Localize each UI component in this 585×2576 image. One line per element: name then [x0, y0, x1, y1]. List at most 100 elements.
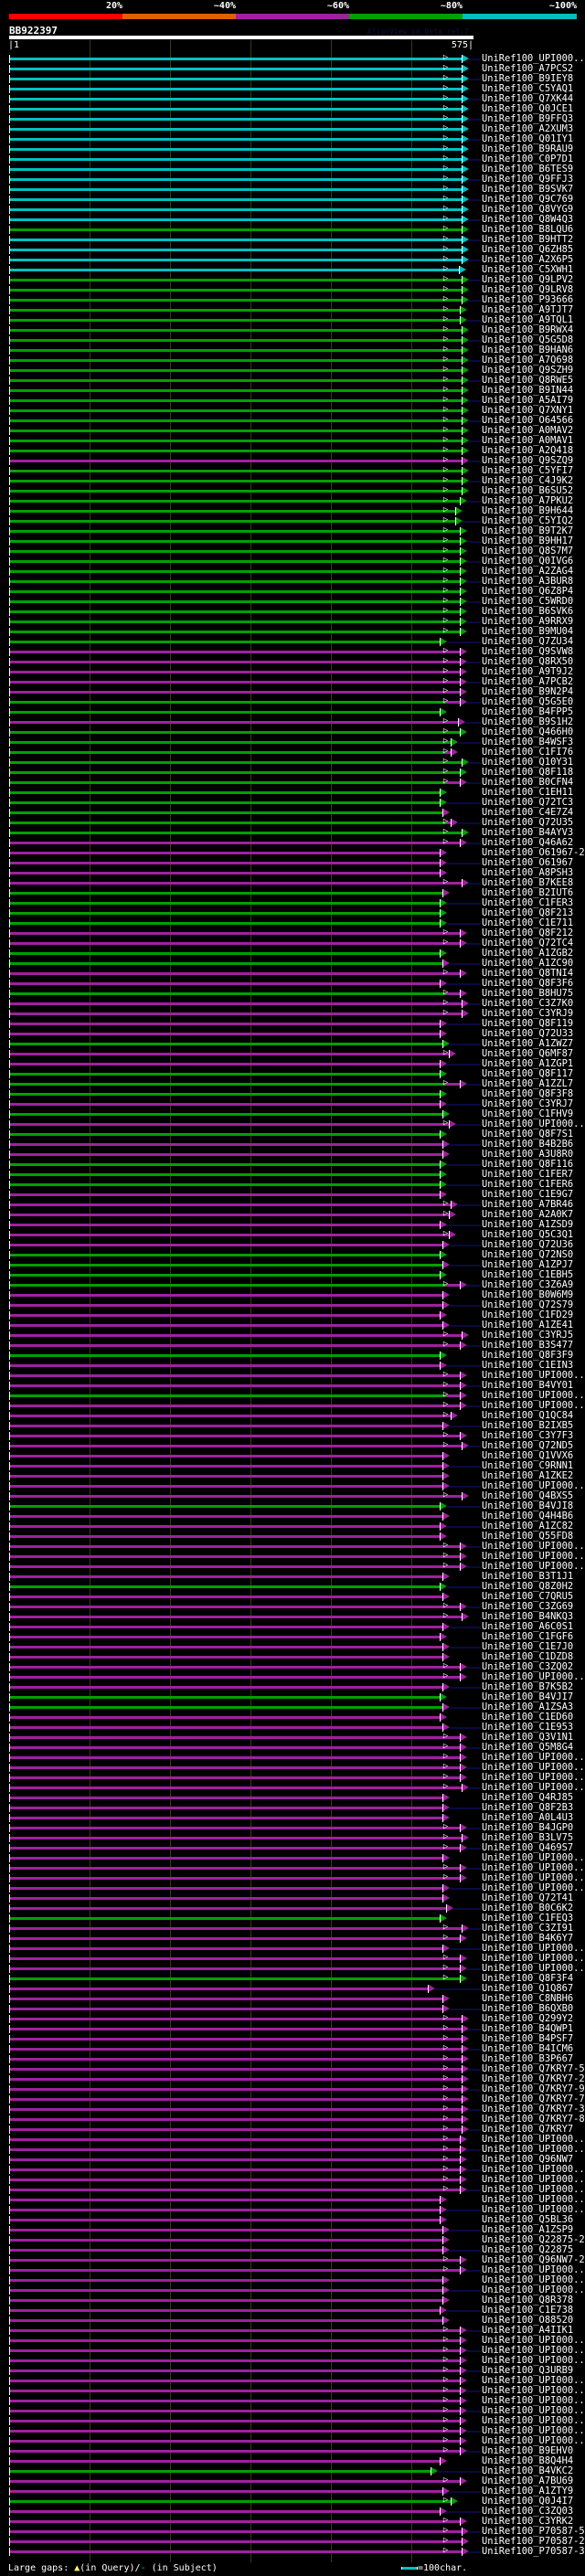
- hit-label-link[interactable]: UniRef100_B9SVK7: [482, 184, 574, 195]
- hit-label-link[interactable]: UniRef100_B8Q4H4: [482, 2455, 574, 2466]
- hit-row[interactable]: ▷ UniRef100_C3ZG69: [0, 1601, 585, 1613]
- hit-row[interactable]: UniRef100_C1E738: [0, 2305, 585, 2316]
- hit-label-link[interactable]: UniRef100_Q8F212: [482, 928, 574, 938]
- hit-label-link[interactable]: UniRef100_B8HU75: [482, 988, 574, 999]
- hit-row[interactable]: ▷ UniRef100_B3S477: [0, 1340, 585, 1352]
- hit-row[interactable]: ▷ UniRef100_Q8F3F4: [0, 1973, 585, 1985]
- hit-label-link[interactable]: UniRef100_Q7XK44: [482, 93, 574, 104]
- hit-row[interactable]: UniRef100_A1ZPJ7: [0, 1259, 585, 1271]
- hit-label-link[interactable]: UniRef100_UPI000..: [482, 2345, 585, 2356]
- hit-label-link[interactable]: UniRef100_A1ZWZ7: [482, 1038, 574, 1049]
- hit-row[interactable]: ▷ UniRef100_A5AI79: [0, 395, 585, 407]
- hit-row[interactable]: UniRef100_Q22875-2: [0, 2234, 585, 2246]
- hit-row[interactable]: ▷ UniRef100_A2ZAG4: [0, 566, 585, 578]
- hit-row[interactable]: ▷ UniRef100_UPI000..: [0, 2335, 585, 2347]
- hit-label-link[interactable]: UniRef100_UPI000..: [482, 1400, 585, 1411]
- hit-label-link[interactable]: UniRef100_B0CFN4: [482, 777, 574, 788]
- hit-row[interactable]: ▷ UniRef100_Q7XK44: [0, 93, 585, 105]
- hit-row[interactable]: UniRef100_Q8F2B3: [0, 1802, 585, 1814]
- hit-row[interactable]: ▷ UniRef100_B9IN44: [0, 385, 585, 397]
- hit-label-link[interactable]: UniRef100_UPI000..: [482, 1782, 585, 1793]
- hit-row[interactable]: ▷ UniRef100_UPI000..: [0, 1390, 585, 1402]
- hit-label-link[interactable]: UniRef100_B6SVK6: [482, 606, 574, 617]
- hit-row[interactable]: UniRef100_C7QRU5: [0, 1591, 585, 1603]
- hit-label-link[interactable]: UniRef100_B7KEE8: [482, 877, 574, 888]
- hit-row[interactable]: UniRef100_Q4RJ85: [0, 1792, 585, 1804]
- hit-row[interactable]: UniRef100_UPI000..: [0, 2274, 585, 2286]
- hit-row[interactable]: ▷ UniRef100_B9S1H2: [0, 716, 585, 728]
- hit-row[interactable]: ▷ UniRef100_Q5G5D8: [0, 334, 585, 346]
- hit-label-link[interactable]: UniRef100_C1DZD8: [482, 1651, 574, 1662]
- hit-label-link[interactable]: UniRef100_B4WSF3: [482, 737, 574, 747]
- hit-row[interactable]: UniRef100_C1FGF6: [0, 1631, 585, 1643]
- hit-row[interactable]: ▷ UniRef100_Q96NW7: [0, 2154, 585, 2166]
- hit-row[interactable]: ▷ UniRef100_B6TES9: [0, 164, 585, 175]
- hit-row[interactable]: ▷ UniRef100_C0P7D1: [0, 154, 585, 165]
- hit-row[interactable]: UniRef100_Q4H4B6: [0, 1511, 585, 1522]
- hit-label-link[interactable]: UniRef100_UPI000..: [482, 1541, 585, 1552]
- hit-label-link[interactable]: UniRef100_UPI000..: [482, 53, 585, 64]
- hit-label-link[interactable]: UniRef100_Q6Z8P4: [482, 586, 574, 597]
- hit-label-link[interactable]: UniRef100_C8NBH6: [482, 1993, 574, 2004]
- hit-row[interactable]: ▷ UniRef100_UPI000..: [0, 2174, 585, 2186]
- hit-row[interactable]: ▷ UniRef100_Q8F118: [0, 767, 585, 779]
- hit-label-link[interactable]: UniRef100_C3Z6A9: [482, 1279, 574, 1290]
- hit-label-link[interactable]: UniRef100_Q5G5E0: [482, 696, 574, 707]
- hit-label-link[interactable]: UniRef100_B6QXB0: [482, 2003, 574, 2014]
- hit-row[interactable]: ▷ UniRef100_Q0IVG6: [0, 556, 585, 567]
- hit-row[interactable]: UniRef100_A1ZSP9: [0, 2224, 585, 2236]
- hit-row[interactable]: UniRef100_A1ZKE2: [0, 1470, 585, 1482]
- hit-label-link[interactable]: UniRef100_UPI000..: [482, 2385, 585, 2396]
- hit-row[interactable]: ▷ UniRef100_Q96NW7-2: [0, 2254, 585, 2266]
- hit-row[interactable]: UniRef100_UPI000..: [0, 1480, 585, 1492]
- hit-label-link[interactable]: UniRef100_Q8R378: [482, 2295, 574, 2306]
- hit-label-link[interactable]: UniRef100_UPI000..: [482, 1671, 585, 1682]
- hit-label-link[interactable]: UniRef100_UPI000..: [482, 2144, 585, 2155]
- hit-row[interactable]: ▷ UniRef100_Q46A62: [0, 837, 585, 849]
- hit-label-link[interactable]: UniRef100_UPI000..: [482, 1953, 585, 1964]
- hit-label-link[interactable]: UniRef100_A2XUM3: [482, 123, 574, 134]
- hit-label-link[interactable]: UniRef100_Q72NS0: [482, 1249, 574, 1260]
- hit-row[interactable]: ▷ UniRef100_UPI000..: [0, 2184, 585, 2196]
- hit-label-link[interactable]: UniRef100_B4K6Y7: [482, 1933, 574, 1944]
- hit-label-link[interactable]: UniRef100_B4QWP1: [482, 2023, 574, 2034]
- hit-row[interactable]: UniRef100_A1ZC82: [0, 1521, 585, 1532]
- hit-row[interactable]: ▷ UniRef100_Q4BXS5: [0, 1490, 585, 1502]
- hit-row[interactable]: ▷ UniRef100_UPI000..: [0, 1541, 585, 1553]
- hit-row[interactable]: ▷ UniRef100_B7KEE8: [0, 877, 585, 889]
- hit-label-link[interactable]: UniRef100_B4VJI8: [482, 1500, 574, 1511]
- hit-label-link[interactable]: UniRef100_Q8F119: [482, 1018, 574, 1029]
- hit-label-link[interactable]: UniRef100_Q01IY1: [482, 133, 574, 144]
- hit-label-link[interactable]: UniRef100_Q7KRY7-3: [482, 2104, 585, 2115]
- hit-label-link[interactable]: UniRef100_UPI000..: [482, 2264, 585, 2275]
- hit-row[interactable]: ▷ UniRef100_Q9C769: [0, 194, 585, 206]
- hit-row[interactable]: ▷ UniRef100_UPI000..: [0, 1862, 585, 1874]
- hit-label-link[interactable]: UniRef100_P70587-3: [482, 2546, 585, 2557]
- hit-row[interactable]: UniRef100_A1ZGP1: [0, 1058, 585, 1070]
- hit-row[interactable]: ▷ UniRef100_P70587-3: [0, 2546, 585, 2558]
- hit-row[interactable]: ▷ UniRef100_Q72TC4: [0, 938, 585, 949]
- hit-label-link[interactable]: UniRef100_Q8F7S1: [482, 1129, 574, 1140]
- hit-row[interactable]: ▷ UniRef100_UPI000..: [0, 2435, 585, 2447]
- hit-row[interactable]: ▷ UniRef100_Q7XNY1: [0, 405, 585, 417]
- hit-label-link[interactable]: UniRef100_Q72TC4: [482, 938, 574, 949]
- hit-label-link[interactable]: UniRef100_B4AYV3: [482, 827, 574, 838]
- hit-row[interactable]: ▷ UniRef100_Q10Y31: [0, 757, 585, 769]
- hit-row[interactable]: ▷ UniRef100_C3Z7K0: [0, 998, 585, 1010]
- hit-label-link[interactable]: UniRef100_A6C0S1: [482, 1621, 574, 1632]
- hit-row[interactable]: ▷ UniRef100_Q8W4Q3: [0, 214, 585, 226]
- hit-row[interactable]: ▷ UniRef100_UPI000..: [0, 1772, 585, 1784]
- hit-row[interactable]: ▷ UniRef100_UPI000..: [0, 2415, 585, 2427]
- hit-label-link[interactable]: UniRef100_Q5C3Q1: [482, 1229, 574, 1240]
- hit-label-link[interactable]: UniRef100_O88520: [482, 2315, 574, 2326]
- hit-row[interactable]: UniRef100_B0C6K2: [0, 1903, 585, 1914]
- hit-row[interactable]: ▷ UniRef100_Q7KRY7-7: [0, 2094, 585, 2105]
- hit-label-link[interactable]: UniRef100_A3BUR8: [482, 576, 574, 587]
- hit-row[interactable]: UniRef100_UPI000..: [0, 2194, 585, 2206]
- hit-label-link[interactable]: UniRef100_B4VKC2: [482, 2465, 574, 2476]
- hit-row[interactable]: UniRef100_C1EBH5: [0, 1269, 585, 1281]
- hit-label-link[interactable]: UniRef100_C1FER6: [482, 1179, 574, 1190]
- hit-label-link[interactable]: UniRef100_UPI000..: [482, 1752, 585, 1763]
- hit-row[interactable]: UniRef100_Q8F3F9: [0, 1350, 585, 1362]
- hit-label-link[interactable]: UniRef100_Q9SZH9: [482, 365, 574, 376]
